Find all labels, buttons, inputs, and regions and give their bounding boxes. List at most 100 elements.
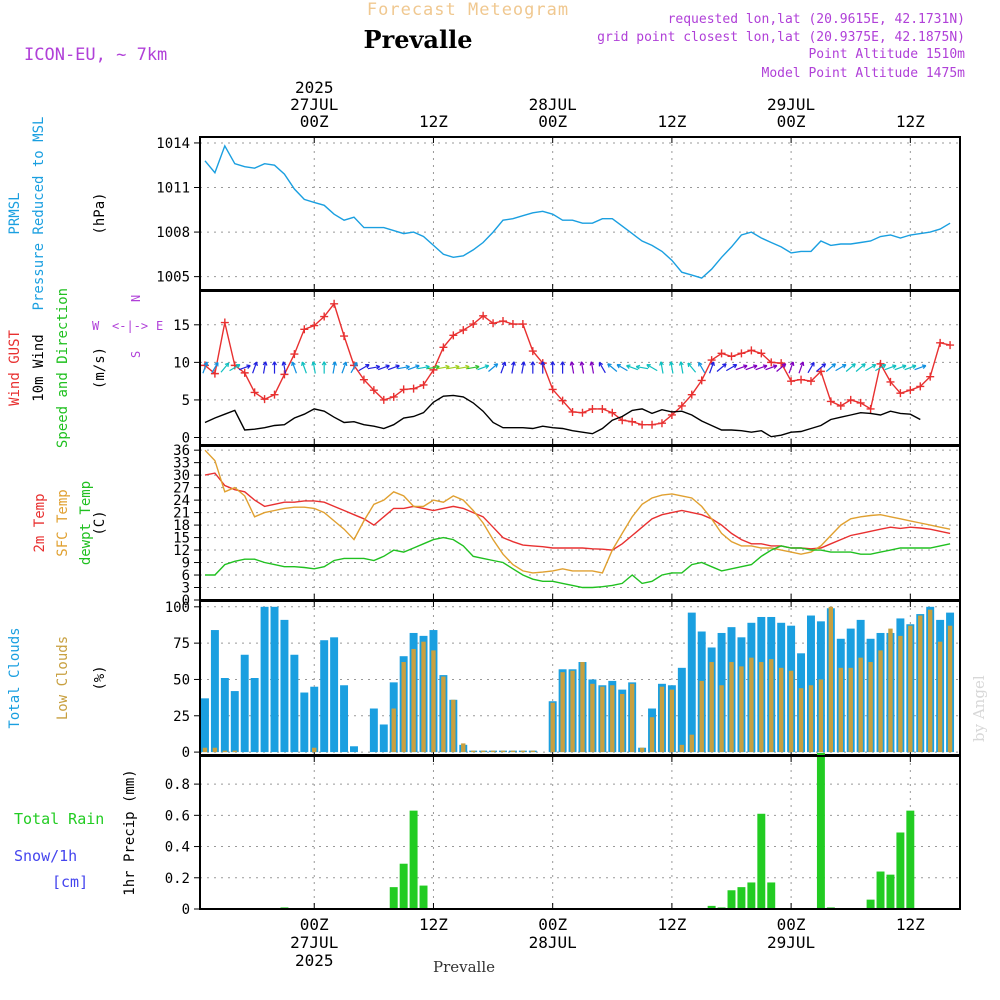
y-tick-label: 25 [173, 709, 190, 725]
time-label-bottom: 12Z [657, 915, 686, 934]
gust-marker [737, 349, 746, 358]
cloud-bar-low [848, 667, 853, 753]
wind-direction-arrow [500, 361, 507, 374]
y-axis-label: (C) [92, 510, 108, 535]
cloud-bar-low [937, 641, 943, 753]
gust-marker [896, 389, 905, 398]
compass-n: N [129, 295, 143, 302]
time-label-top: 29JUL [767, 95, 815, 114]
wind-direction-arrow [341, 361, 348, 374]
gust-marker [419, 380, 428, 389]
cloud-bar-low [729, 662, 734, 753]
gust-marker [767, 358, 776, 367]
y-tick-label: 6 [182, 568, 190, 584]
cloud-bar-total [350, 746, 358, 753]
cloud-bar-low [788, 670, 794, 753]
gust-marker [836, 401, 845, 410]
cloud-bar-low [868, 662, 873, 753]
y-tick-label: 10 [173, 355, 190, 371]
wind-direction-arrow [467, 364, 480, 370]
cloud-bar-total [310, 686, 319, 753]
grid-coords: grid point closest lon,lat (20.9375E, 42… [597, 30, 965, 45]
cloud-bar-low [530, 750, 535, 753]
wind-direction-arrow [540, 361, 546, 374]
cloud-bar-low [947, 625, 953, 753]
wind-direction-arrow [321, 361, 327, 374]
cloud-bar-low [312, 747, 317, 753]
cloud-bar-low [510, 750, 516, 753]
time-label-bottom: 00Z [300, 915, 329, 934]
wind-direction-arrow [835, 364, 847, 372]
gust-marker [936, 338, 945, 347]
series-line-gust [204, 302, 951, 426]
wind-direction-arrow [437, 364, 450, 370]
cloud-bar-low [749, 657, 754, 753]
time-label-bottom: 00Z [538, 915, 567, 934]
wind-direction-arrow [367, 364, 381, 370]
time-label-top: 00Z [538, 112, 567, 131]
y-tick-label: 0 [182, 593, 190, 609]
cloud-bar-total [280, 619, 289, 753]
wind-direction-arrow [477, 364, 490, 371]
wind-direction-arrow [807, 361, 815, 374]
gust-marker [250, 388, 259, 397]
precip-bar [389, 887, 398, 909]
gust-marker [797, 375, 806, 384]
wind-direction-arrow [447, 364, 460, 370]
gust-marker [240, 368, 249, 377]
compass-s: S [129, 351, 143, 358]
cloud-bar-low [500, 750, 506, 753]
gust-marker [320, 312, 329, 321]
cloud-bar-low [699, 680, 704, 753]
model-altitude: Model Point Altitude 1475m [762, 66, 966, 81]
time-label-bottom: 12Z [896, 915, 925, 934]
precip-bar [399, 863, 408, 909]
gust-marker [618, 416, 627, 425]
cloud-bar-low [202, 747, 208, 753]
cloud-bar-low [610, 685, 615, 753]
wind-direction-arrow [387, 364, 400, 371]
y-axis-label: 10m Wind [31, 334, 47, 401]
compass-arrows: <-|-> [112, 319, 148, 333]
cloud-bar-low [818, 679, 824, 753]
gust-marker [787, 377, 796, 386]
y-tick-label: 30 [173, 468, 190, 484]
cloud-bar-low [928, 609, 933, 753]
wind-direction-arrow [745, 364, 758, 371]
precip-bar [409, 810, 418, 909]
cloud-bar-low [918, 615, 923, 753]
y-axis-label: Pressure Reduced to MSL [31, 117, 47, 311]
gust-marker [548, 385, 557, 394]
time-label-top: 12Z [896, 112, 925, 131]
wind-direction-arrow [457, 364, 470, 370]
cloud-bar-total [230, 691, 239, 753]
gust-marker [657, 419, 666, 428]
y-tick-label: 50 [173, 672, 190, 688]
gust-marker [220, 318, 229, 327]
time-label-bottom: 12Z [419, 915, 448, 934]
cloud-bar-low [649, 717, 655, 753]
requested-coords: requested lon,lat (20.9615E, 42.1731N) [668, 12, 965, 27]
cloud-bar-low [401, 662, 406, 753]
wind-direction-arrow [262, 361, 268, 374]
wind-direction-arrow [735, 364, 748, 371]
y-tick-label: 15 [173, 531, 190, 547]
model-label: ICON-EU, ~ 7km [24, 45, 167, 65]
cloud-bar-low [719, 685, 724, 753]
gust-marker [210, 369, 219, 378]
gust-marker [359, 375, 368, 384]
y-tick-label: 0 [182, 430, 190, 446]
gust-marker [608, 408, 617, 417]
wind-direction-arrow [635, 364, 649, 370]
wind-direction-arrow [417, 364, 430, 370]
wind-direction-arrow [678, 361, 684, 374]
precip-bar [866, 899, 875, 909]
precip-bar [767, 882, 776, 909]
gust-marker [906, 386, 915, 395]
wind-direction-arrow [659, 361, 664, 374]
gust-marker [469, 320, 478, 329]
wind-direction-arrow [311, 361, 317, 374]
y-axis-label: Wind GUST [7, 330, 23, 406]
gust-marker [846, 395, 855, 404]
